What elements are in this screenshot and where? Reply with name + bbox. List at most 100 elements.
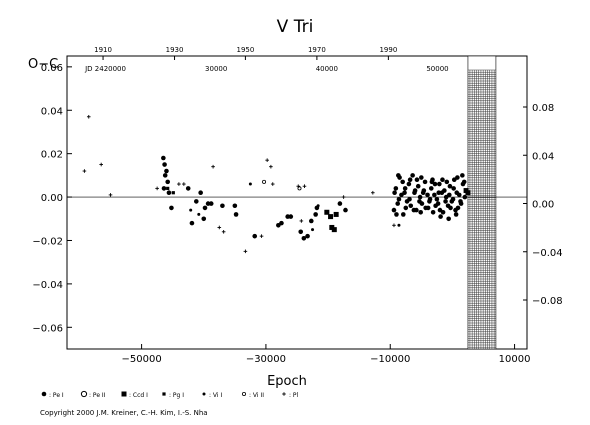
legend-marker xyxy=(241,391,246,396)
year-tick-label: 1950 xyxy=(236,46,254,54)
x-tick-label: −30000 xyxy=(246,354,286,365)
point-pe-i xyxy=(425,192,430,198)
point-pe-i xyxy=(169,205,174,211)
point-pe-i xyxy=(447,183,453,189)
point-pe-i xyxy=(418,209,424,215)
point-pe-i xyxy=(402,190,407,196)
point-pe-i xyxy=(430,209,436,215)
point-vi-i xyxy=(248,182,252,186)
point-pl xyxy=(217,225,222,230)
right-y-tick-label: 0.00 xyxy=(532,200,554,211)
point-pl xyxy=(269,164,273,169)
point-ccd-i xyxy=(333,211,339,217)
x-tick-label: −10000 xyxy=(370,354,410,365)
point-pe-i xyxy=(414,177,420,183)
right-y-tick-label: −0.08 xyxy=(532,296,563,307)
point-pe-i xyxy=(198,190,203,196)
point-pe-i xyxy=(162,162,167,167)
legend-label: : Ccd I xyxy=(129,392,148,399)
point-pe-i xyxy=(395,201,401,206)
right-y-tick-label: −0.04 xyxy=(532,248,563,259)
point-pe-i xyxy=(396,196,402,202)
point-pe-i xyxy=(411,207,417,213)
legend-marker xyxy=(282,392,286,396)
legend-marker xyxy=(121,391,127,397)
point-vi-i xyxy=(197,212,201,216)
point-pe-i xyxy=(220,203,225,209)
point-pl xyxy=(265,158,269,162)
point-pe-i xyxy=(288,214,294,219)
point-pe-i xyxy=(446,192,452,198)
legend-label: : Pg I xyxy=(169,392,184,399)
point-pe-i xyxy=(440,177,445,183)
point-pe-i xyxy=(407,196,412,202)
point-pe-i xyxy=(417,194,423,200)
point-pe-i xyxy=(202,205,208,211)
point-pe-i xyxy=(394,212,399,217)
point-vi-i xyxy=(397,223,401,227)
point-ccd-i xyxy=(328,214,334,220)
point-pe-i xyxy=(400,179,405,185)
point-pe-i xyxy=(461,179,467,185)
point-pe-i xyxy=(455,205,461,211)
x-axis-label: Epoch xyxy=(267,374,307,389)
point-pe-i xyxy=(185,186,191,191)
point-pl xyxy=(341,195,346,199)
point-pe-i xyxy=(458,199,463,204)
point-pe-i xyxy=(403,205,409,211)
point-pe-i xyxy=(425,205,431,211)
y-tick-label: 0.06 xyxy=(41,63,63,74)
right-y-tick-label: 0.04 xyxy=(532,151,554,162)
point-pl xyxy=(155,186,159,191)
point-pe-i xyxy=(391,207,397,213)
legend-label: : Pl xyxy=(289,392,299,399)
legend-marker xyxy=(202,392,206,396)
point-pe-i xyxy=(453,212,459,217)
point-pe-i xyxy=(462,194,468,200)
point-pe-i xyxy=(337,201,343,206)
point-pl xyxy=(211,164,215,169)
point-vi-i xyxy=(311,228,315,232)
point-pe-i xyxy=(435,201,441,206)
legend-label: : Pe I xyxy=(49,392,64,399)
y-tick-label: 0.02 xyxy=(41,150,63,161)
legend-label: : Vi I xyxy=(209,392,222,399)
point-pe-i xyxy=(419,175,424,180)
point-pe-i xyxy=(232,203,238,209)
point-pe-i xyxy=(451,177,457,183)
y-tick-label: 0.04 xyxy=(41,106,63,117)
point-pe-i xyxy=(164,168,169,174)
legend-marker xyxy=(162,392,166,396)
year-tick-label: 1970 xyxy=(308,46,326,54)
legend-marker xyxy=(41,391,47,397)
x-tick-label: −50000 xyxy=(121,354,161,365)
axis-ticks: −0.06 −0.04 −0.02 0.00 0.02 0.04 0.06 −0.08 −0.0… xyxy=(32,46,562,365)
point-pe-i xyxy=(408,203,414,209)
point-pe-i xyxy=(233,212,239,217)
point-pe-i xyxy=(308,218,314,224)
legend-marker xyxy=(80,390,88,398)
point-pl xyxy=(86,114,91,119)
point-pe-i xyxy=(162,173,168,178)
point-pe-i xyxy=(402,186,408,191)
point-pg-i xyxy=(171,191,175,195)
point-pe-i xyxy=(305,233,310,239)
point-ccd-i xyxy=(324,209,330,215)
point-pe-i xyxy=(343,207,348,213)
point-pe-i xyxy=(161,155,166,161)
point-pe-i xyxy=(166,190,172,196)
point-pe-i xyxy=(451,186,456,191)
year-tick-label: 1990 xyxy=(379,46,397,54)
point-pe-i xyxy=(407,177,413,183)
jd-tick-label: 50000 xyxy=(426,65,448,73)
point-pe-i xyxy=(406,181,412,187)
plot-frame xyxy=(66,55,528,350)
point-pe-i xyxy=(439,190,445,196)
point-pl xyxy=(259,234,264,238)
point-ccd-i xyxy=(463,188,469,194)
y-axis-label: O−C xyxy=(28,57,58,72)
point-pe-i xyxy=(444,179,450,185)
point-pl xyxy=(296,184,301,189)
point-pe-i xyxy=(400,212,406,217)
point-pe-i xyxy=(434,196,440,202)
